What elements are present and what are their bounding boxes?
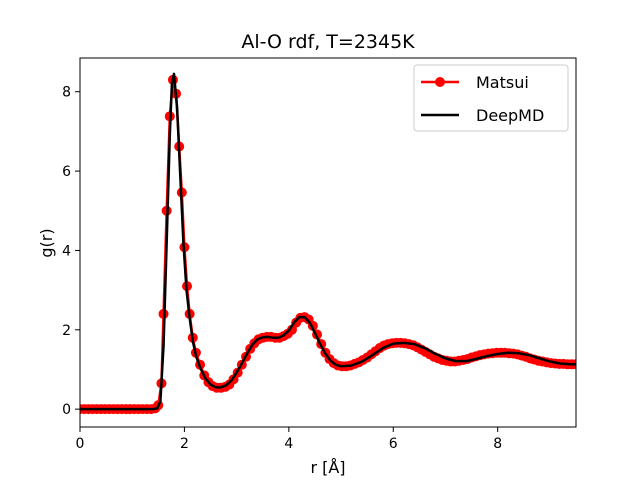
y-axis: 0 2 4 6 8 xyxy=(62,85,80,418)
y-tick-label: 0 xyxy=(62,402,71,418)
x-tick-label: 4 xyxy=(284,436,293,452)
y-tick-label: 2 xyxy=(62,323,71,339)
x-tick-label: 8 xyxy=(493,436,502,452)
legend: Matsui DeepMD xyxy=(413,64,569,132)
series-line-deepmd xyxy=(80,72,576,411)
chart-title: Al-O rdf, T=2345K xyxy=(241,31,415,53)
x-tick-label: 0 xyxy=(76,436,85,452)
x-tick-label: 6 xyxy=(389,436,398,452)
y-tick-label: 4 xyxy=(62,243,71,259)
legend-marker-matsui xyxy=(435,77,445,87)
y-tick-label: 8 xyxy=(62,85,71,101)
legend-label-deepmd: DeepMD xyxy=(476,106,544,125)
plot-area xyxy=(79,57,577,428)
x-tick-label: 2 xyxy=(180,436,189,452)
y-tick-label: 6 xyxy=(62,164,71,180)
series-layer xyxy=(80,72,576,415)
legend-label-matsui: Matsui xyxy=(476,73,529,92)
x-axis: 0 2 4 6 8 xyxy=(76,427,502,452)
axes-frame xyxy=(79,57,577,428)
x-axis-label: r [Å] xyxy=(310,458,345,477)
y-axis-label: g(r) xyxy=(37,228,56,257)
